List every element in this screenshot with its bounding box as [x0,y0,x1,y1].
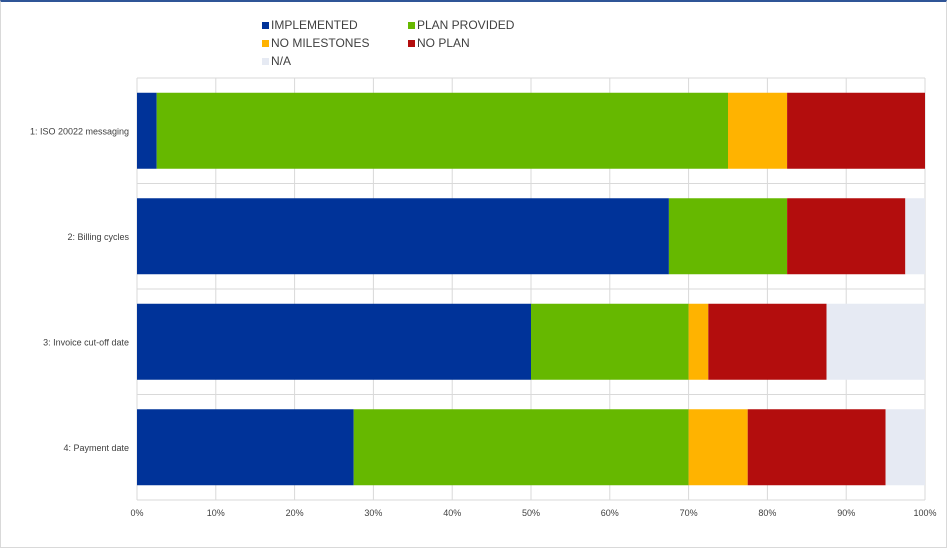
category-label: 4: Payment date [63,443,129,453]
bar-plan-provided-4 [353,409,689,486]
legend-item-no-plan: NO PLAN [408,36,470,50]
bar-implemented-2 [137,198,669,275]
x-tick-label: 50% [522,508,540,518]
legend-label-na: N/A [271,54,292,68]
legend-item-no-milestones: NO MILESTONES [262,36,369,50]
legend-swatch-na [262,57,269,65]
x-tick-label: 60% [601,508,619,518]
bar-n-a-2 [905,198,925,275]
bar-plan-provided-3 [531,303,689,380]
bar-implemented-1 [137,92,157,169]
legend-swatch-plan-provided [408,21,415,29]
legend-label-no-plan: NO PLAN [417,36,470,50]
category-label: 1: ISO 20022 messaging [30,126,129,136]
legend-label-implemented: IMPLEMENTED [271,18,358,32]
bar-no-milestones-4 [688,409,748,486]
x-tick-label: 80% [758,508,776,518]
x-tick-label: 0% [130,508,143,518]
legend-item-implemented: IMPLEMENTED [262,18,358,32]
bar-plan-provided-2 [668,198,788,275]
bar-no-milestones-1 [728,92,788,169]
bar-no-plan-2 [787,198,906,275]
legend-label-no-milestones: NO MILESTONES [271,36,370,50]
bar-implemented-3 [137,303,531,380]
bar-implemented-4 [137,409,354,486]
x-tick-label: 30% [364,508,382,518]
x-tick-label: 90% [837,508,855,518]
legend-label-plan-provided: PLAN PROVIDED [417,18,515,32]
x-tick-label: 10% [207,508,225,518]
bar-no-milestones-3 [688,303,709,380]
legend-item-na: N/A [262,54,291,68]
bar-plan-provided-1 [156,92,728,169]
bar-n-a-4 [885,409,925,486]
category-label: 2: Billing cycles [67,232,129,242]
bar-n-a-3 [826,303,925,380]
legend-swatch-no-milestones [262,39,269,47]
legend-swatch-implemented [262,21,269,29]
x-tick-label: 100% [913,508,936,518]
legend-item-plan-provided: PLAN PROVIDED [408,18,514,32]
x-tick-label: 40% [443,508,461,518]
category-label: 3: Invoice cut-off date [43,337,129,347]
x-tick-label: 20% [286,508,304,518]
bar-no-plan-4 [747,409,886,486]
x-tick-label: 70% [680,508,698,518]
bar-no-plan-3 [708,303,827,380]
legend-swatch-no-plan [408,39,415,47]
bar-no-plan-1 [787,92,925,169]
